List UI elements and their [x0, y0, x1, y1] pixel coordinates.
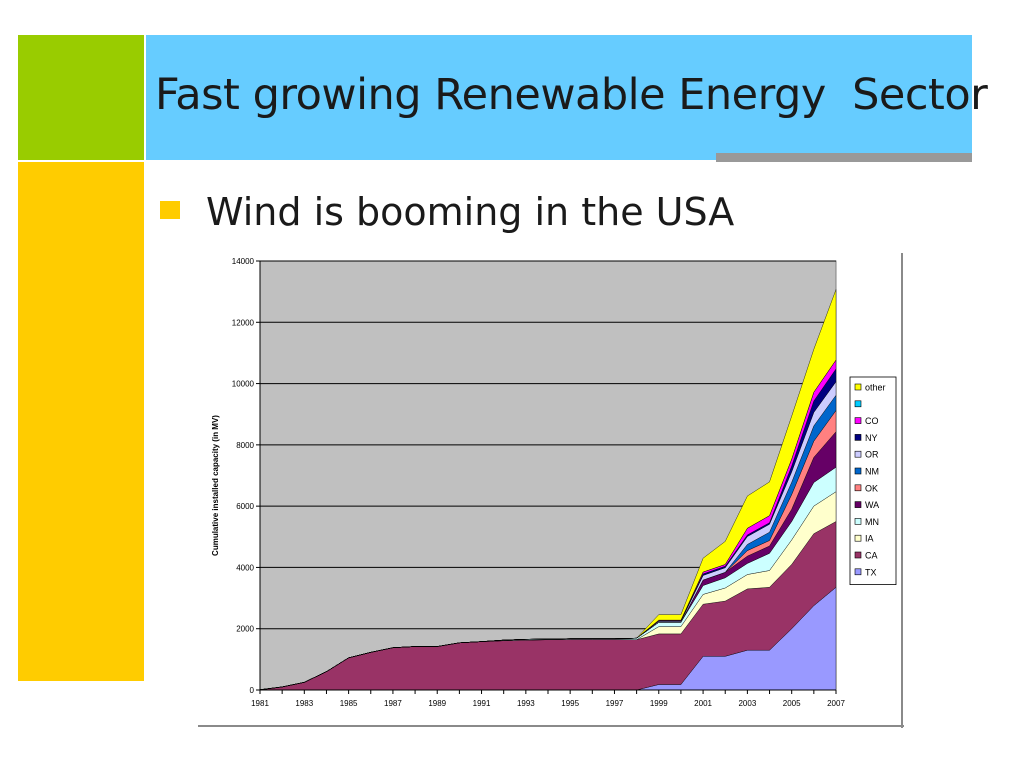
legend-label: NM [865, 467, 879, 477]
legend-label: NY [865, 433, 878, 443]
axes: 0 2000 4000 6000 8000 10000 12000 14000 1981 1983… [232, 257, 846, 708]
y-tick-label: 2000 [236, 625, 254, 634]
bullet-square-icon [160, 201, 180, 219]
legend-swatch [854, 383, 862, 391]
chart-container: 0 2000 4000 6000 8000 10000 12000 14000 1981 1983… [198, 253, 904, 728]
y-tick-label: 8000 [236, 441, 254, 450]
legend-label: IA [865, 534, 874, 544]
x-tick-label: 1997 [606, 699, 624, 708]
x-tick-label: 1983 [295, 699, 313, 708]
x-tick-label: 2001 [694, 699, 712, 708]
legend-swatch [854, 417, 862, 424]
x-tick-label: 1991 [473, 699, 491, 708]
green-accent-block [18, 35, 144, 160]
y-axis-label: Cumulative installed capacity (in MV) [211, 415, 220, 556]
y-tick-label: 6000 [236, 502, 254, 511]
title-rule-gray [716, 153, 972, 162]
bullet-text: Wind is booming in the USA [206, 190, 735, 234]
legend-label: MN [865, 517, 879, 527]
legend-swatch [854, 501, 862, 508]
legend-swatch [854, 551, 862, 559]
legend-swatch [854, 434, 862, 441]
legend-label: WA [865, 500, 879, 510]
wind-capacity-chart: 0 2000 4000 6000 8000 10000 12000 14000 1981 1983… [198, 253, 904, 728]
title-band [146, 35, 972, 160]
area-series-other [259, 289, 837, 690]
legend-swatch [854, 568, 862, 576]
yellow-accent-block [18, 162, 144, 681]
y-tick-label: 14000 [232, 257, 255, 266]
legend-swatch [854, 467, 862, 475]
legend-label: CO [865, 416, 879, 426]
y-tick-label: 10000 [232, 380, 255, 389]
x-tick-label: 1981 [251, 699, 269, 708]
title-rule-white [146, 160, 716, 164]
legend-label: other [865, 383, 886, 393]
y-tick-label: 12000 [232, 318, 255, 327]
legend-swatch [854, 484, 862, 492]
legend-label: OK [865, 483, 878, 493]
legend-label: TX [865, 567, 877, 577]
x-tick-label: 1995 [561, 699, 579, 708]
x-tick-label: 2007 [827, 699, 845, 708]
x-tick-label: 1985 [340, 699, 358, 708]
x-tick-label: 1989 [428, 699, 446, 708]
legend-swatch [854, 518, 862, 525]
slide-title: Fast growing Renewable Energy Sector [155, 70, 988, 120]
legend-swatch [854, 450, 862, 458]
legend-label: CA [865, 551, 878, 561]
legend-label: OR [865, 450, 879, 460]
y-tick-label: 0 [250, 686, 255, 695]
x-tick-label: 1987 [384, 699, 402, 708]
x-tick-label: 2003 [738, 699, 756, 708]
legend: other CO NY OR NM OK WA MN IA CA TX [849, 376, 897, 586]
legend-swatch [854, 400, 862, 408]
x-tick-label: 2005 [783, 699, 801, 708]
y-tick-label: 4000 [236, 563, 254, 572]
legend-swatch [854, 534, 862, 542]
x-tick-label: 1999 [650, 699, 668, 708]
x-tick-label: 1993 [517, 699, 535, 708]
legend-box [849, 376, 897, 586]
